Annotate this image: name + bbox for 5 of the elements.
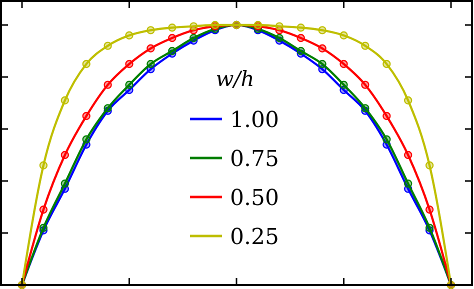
- legend-label: 0.25: [230, 225, 279, 250]
- legend-title: w/h: [216, 67, 254, 91]
- legend-label: 0.50: [230, 186, 279, 211]
- legend-label: 0.75: [230, 147, 279, 172]
- legend-label: 1.00: [230, 108, 279, 133]
